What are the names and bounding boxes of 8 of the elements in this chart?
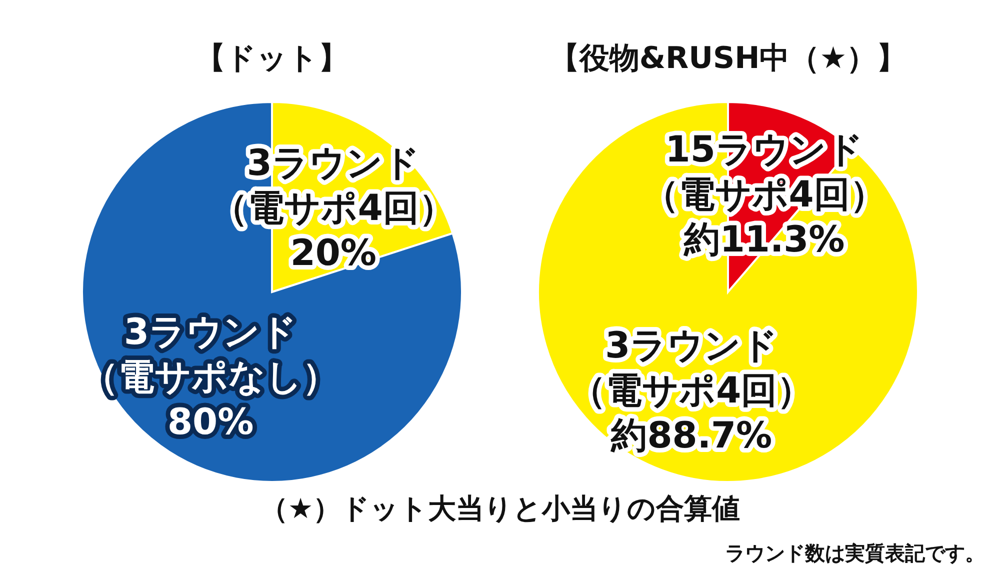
slice-label: 3ラウンド（電サポ4回）: [570, 326, 814, 412]
data-label: 約88.7%: [610, 416, 772, 457]
chart-title: 【役物&RUSH中（★）】: [549, 41, 907, 76]
text: （★）ドット大当りと小当りの合算値: [260, 492, 740, 525]
data-label: 80%: [167, 402, 254, 444]
chart-title: 【ドット】: [196, 41, 348, 76]
text: ラウンド数は実質表記です。: [725, 541, 985, 565]
data-label: 20%: [290, 233, 377, 274]
